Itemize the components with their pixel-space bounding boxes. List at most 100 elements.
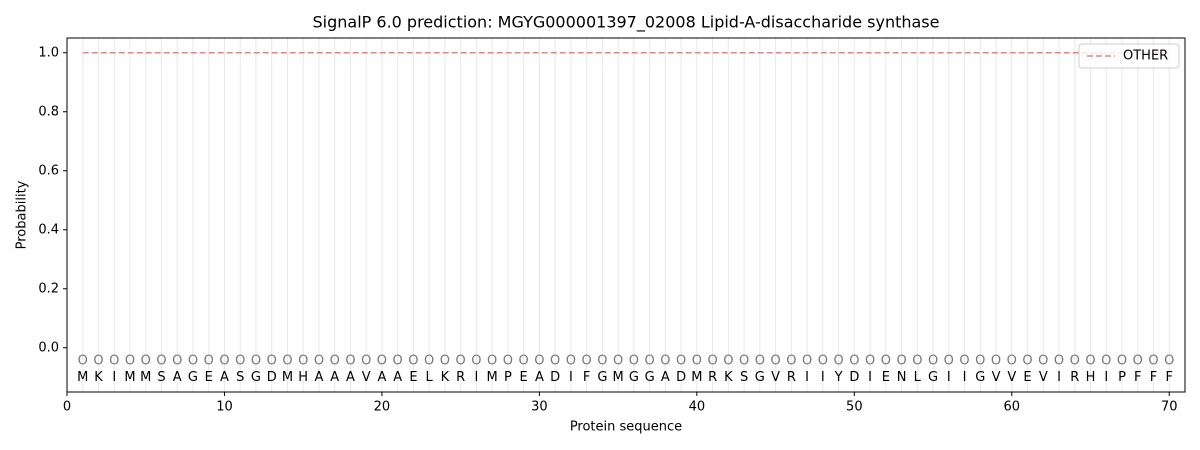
predicted-label: O <box>723 354 733 369</box>
residue-label: H <box>298 370 308 385</box>
residue-label: H <box>1086 370 1096 385</box>
predicted-label: O <box>818 354 828 369</box>
residue-label: A <box>661 370 670 385</box>
y-tick-label: 0.4 <box>38 222 59 237</box>
residue-label: M <box>282 370 293 385</box>
predicted-label: O <box>1054 354 1064 369</box>
y-tick-label: 0.0 <box>38 340 59 355</box>
predicted-label: O <box>645 354 655 369</box>
residue-label: L <box>426 370 434 385</box>
residue-label: V <box>771 370 780 385</box>
predicted-label: O <box>361 354 371 369</box>
residue-label: P <box>504 370 512 385</box>
predicted-label: O <box>739 354 749 369</box>
residue-label: E <box>205 370 213 385</box>
predicted-label: O <box>1148 354 1158 369</box>
residue-label: G <box>188 370 198 385</box>
x-tick-label: 70 <box>1161 400 1178 415</box>
residue-label: E <box>882 370 890 385</box>
residue-label: V <box>362 370 371 385</box>
predicted-label: O <box>833 354 843 369</box>
predicted-label: O <box>944 354 954 369</box>
y-tick-label: 1.0 <box>38 45 59 60</box>
predicted-label: O <box>424 354 434 369</box>
predicted-label: O <box>204 354 214 369</box>
predicted-label: O <box>109 354 119 369</box>
residue-label: K <box>441 370 450 385</box>
residue-label: L <box>914 370 922 385</box>
predicted-label: O <box>802 354 812 369</box>
predicted-label: O <box>235 354 245 369</box>
residue-label: I <box>805 370 809 385</box>
residue-label: E <box>1023 370 1031 385</box>
residue-label: I <box>1057 370 1061 385</box>
predicted-label: O <box>534 354 544 369</box>
residue-label: G <box>645 370 655 385</box>
residue-label: S <box>157 370 165 385</box>
predicted-label: O <box>613 354 623 369</box>
residue-label: M <box>77 370 88 385</box>
predicted-label: O <box>849 354 859 369</box>
residue-label: V <box>1039 370 1048 385</box>
predicted-label: O <box>487 354 497 369</box>
predicted-label: O <box>377 354 387 369</box>
predicted-label: O <box>456 354 466 369</box>
residue-label: I <box>1104 370 1108 385</box>
predicted-label: O <box>770 354 780 369</box>
residue-label: A <box>393 370 402 385</box>
residue-label: R <box>787 370 796 385</box>
predicted-label: O <box>566 354 576 369</box>
predicted-label: O <box>78 354 88 369</box>
residue-label: M <box>487 370 498 385</box>
predicted-label: O <box>755 354 765 369</box>
predicted-label: O <box>188 354 198 369</box>
residue-label: P <box>1118 370 1126 385</box>
residue-label: G <box>928 370 938 385</box>
predicted-label: O <box>1085 354 1095 369</box>
residue-label: K <box>724 370 733 385</box>
predicted-label: O <box>786 354 796 369</box>
residue-label: A <box>535 370 544 385</box>
predicted-label: O <box>881 354 891 369</box>
predicted-label: O <box>330 354 340 369</box>
residue-label: S <box>236 370 244 385</box>
residue-label: N <box>897 370 907 385</box>
predicted-label: O <box>550 354 560 369</box>
x-tick-label: 10 <box>216 400 233 415</box>
residue-label: I <box>868 370 872 385</box>
residue-label: G <box>251 370 261 385</box>
x-tick-label: 0 <box>63 400 71 415</box>
residue-label: M <box>124 370 135 385</box>
residue-label: I <box>569 370 573 385</box>
predicted-label: O <box>156 354 166 369</box>
residue-label: A <box>173 370 182 385</box>
predicted-label: O <box>440 354 450 369</box>
residue-label: A <box>220 370 229 385</box>
residue-label: G <box>597 370 607 385</box>
predicted-label: O <box>282 354 292 369</box>
residue-label: E <box>409 370 417 385</box>
residue-label: D <box>550 370 560 385</box>
residue-label: Y <box>834 370 843 385</box>
residue-label: F <box>1166 370 1173 385</box>
residue-label: A <box>346 370 355 385</box>
residue-label: M <box>691 370 702 385</box>
predicted-label: O <box>692 354 702 369</box>
predicted-label: O <box>519 354 529 369</box>
predicted-label: O <box>172 354 182 369</box>
residue-label: K <box>94 370 103 385</box>
residue-label: V <box>992 370 1001 385</box>
legend-label: OTHER <box>1123 49 1168 64</box>
predicted-label: O <box>314 354 324 369</box>
residue-label: I <box>821 370 825 385</box>
predicted-label: O <box>928 354 938 369</box>
predicted-label: O <box>125 354 135 369</box>
residue-label: M <box>613 370 624 385</box>
residue-label: F <box>583 370 590 385</box>
predicted-label: O <box>471 354 481 369</box>
legend-box <box>1078 43 1180 69</box>
residue-label: M <box>140 370 151 385</box>
predicted-label: O <box>503 354 513 369</box>
predicted-label: O <box>912 354 922 369</box>
